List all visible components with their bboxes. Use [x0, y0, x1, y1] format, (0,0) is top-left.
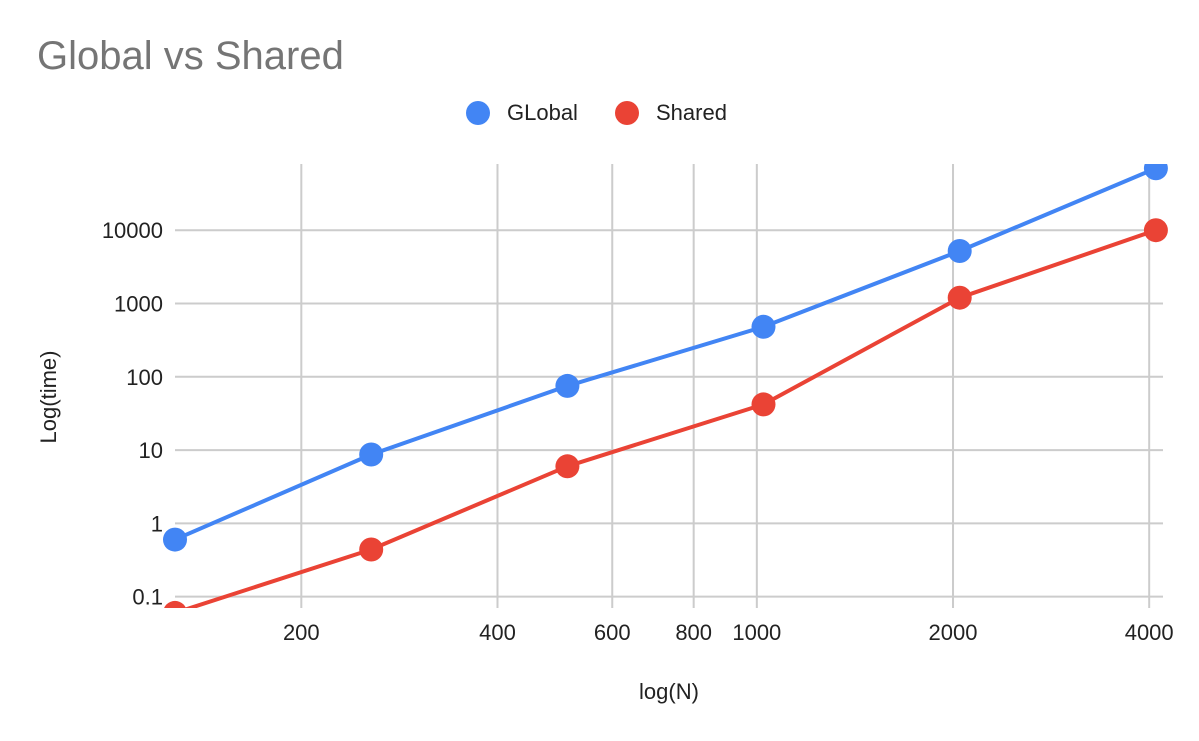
data-point-global [359, 442, 384, 467]
x-axis-ticks: 200 400 600 800 1000 2000 4000 [283, 620, 1174, 645]
data-point-global [1143, 164, 1168, 181]
grid [175, 164, 1163, 608]
y-tick-label: 100 [126, 365, 163, 390]
series-group [163, 164, 1168, 608]
data-point-shared [164, 600, 186, 608]
x-tick-label: 400 [479, 620, 516, 645]
legend-label-shared: Shared [656, 100, 727, 125]
chart-title: Global vs Shared [37, 34, 344, 78]
legend-marker-global [466, 101, 490, 125]
legend-label-global: GLobal [507, 100, 578, 125]
legend-marker-shared [615, 101, 639, 125]
data-point-shared [1143, 218, 1168, 243]
x-tick-label: 600 [594, 620, 631, 645]
y-tick-label: 10000 [102, 218, 163, 243]
x-tick-label: 4000 [1125, 620, 1174, 645]
data-point-shared [947, 285, 972, 310]
x-tick-label: 1000 [732, 620, 781, 645]
data-point-shared [555, 454, 580, 479]
data-point-global [555, 373, 580, 398]
legend: GLobal Shared [466, 100, 727, 125]
x-axis-title: log(N) [639, 679, 699, 704]
y-axis-title: Log(time) [36, 351, 61, 444]
data-point-global [163, 527, 187, 552]
series-line-global [173, 166, 1158, 542]
data-point-global [947, 239, 972, 263]
data-point-shared [751, 392, 776, 417]
y-tick-label: 1000 [114, 291, 163, 316]
x-tick-label: 2000 [929, 620, 978, 645]
series-line-shared [183, 228, 1158, 608]
x-tick-label: 200 [283, 620, 320, 645]
y-axis-ticks: 0.1 1 10 100 1000 10000 [102, 218, 163, 609]
data-point-shared [359, 537, 384, 562]
y-tick-label: 10 [139, 438, 163, 463]
y-tick-label: 0.1 [132, 585, 163, 610]
data-point-global [751, 314, 776, 339]
y-tick-label: 1 [151, 511, 163, 536]
x-tick-label: 800 [675, 620, 712, 645]
